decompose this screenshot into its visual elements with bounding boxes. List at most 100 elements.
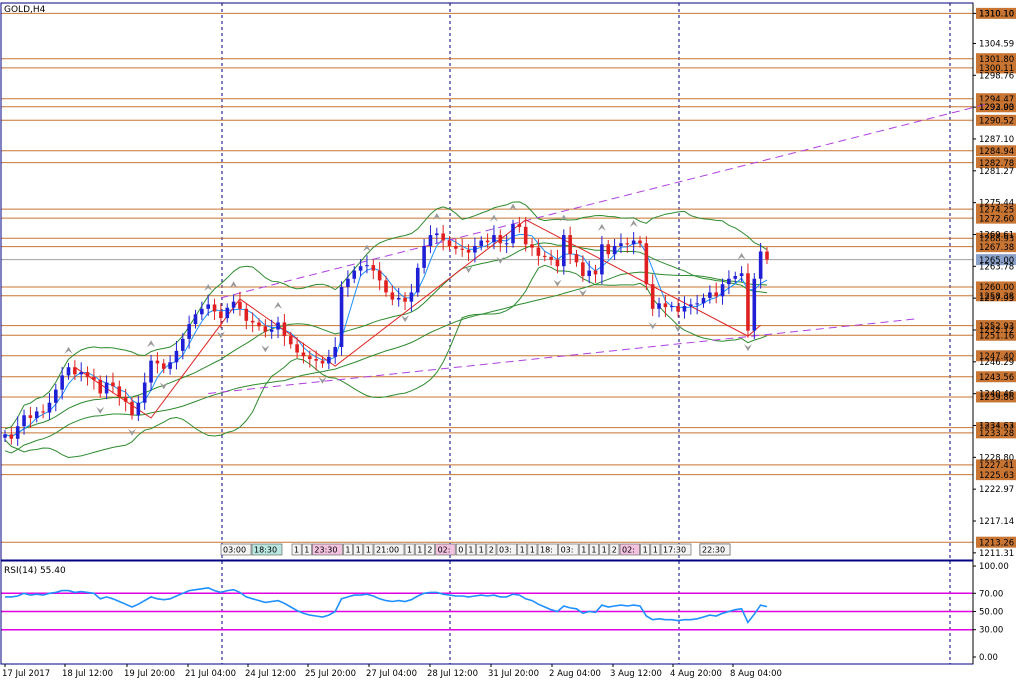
candle-body: [3, 434, 7, 438]
current-price-label: 1265.00: [979, 256, 1014, 266]
period-tag-bg: [660, 543, 692, 556]
price-level-label-bg: [976, 427, 1016, 439]
period-tag-label: 1: [345, 546, 350, 555]
period-tag-bg: [251, 543, 283, 556]
fractal-up-arrow: [229, 281, 238, 289]
candle-body: [396, 297, 401, 300]
rsi-axis-tick-label: 70.00: [979, 589, 1003, 599]
price-level-label: 1300.11: [979, 64, 1014, 74]
candle-body: [327, 356, 331, 364]
candle-body: [79, 372, 83, 375]
candle-body: [650, 284, 655, 309]
fractal-down-arrow: [401, 315, 410, 323]
period-tag-bg: [578, 543, 589, 556]
candle-body: [200, 308, 204, 315]
period-tag-label: 1: [479, 546, 484, 555]
fractal-up-arrow: [509, 203, 517, 211]
price-axis-tick-label: 1228.80: [979, 453, 1014, 463]
candle-body: [587, 270, 591, 277]
candle-body: [161, 363, 166, 369]
price-level-label-bg: [976, 53, 1016, 65]
candle-body: [269, 329, 274, 332]
fractal-up-arrow: [64, 346, 73, 354]
candle-body: [54, 389, 58, 403]
candle-body: [695, 303, 699, 305]
rsi-axis-tick-label: 30.00: [979, 626, 1003, 636]
price-level-label: 1290.52: [979, 116, 1014, 126]
period-tag-bg: [291, 543, 302, 556]
candle-body: [479, 240, 484, 247]
candle-body: [149, 360, 153, 383]
period-tag-label: 03:: [499, 546, 512, 555]
period-tag-label: 02:: [438, 546, 451, 555]
candle-body: [384, 280, 388, 293]
candle-body: [276, 322, 280, 330]
candle-body: [606, 244, 611, 255]
price-axis-tick-label: 1292.93: [979, 103, 1014, 113]
price-axis-tick-label: 1246.29: [979, 358, 1014, 368]
period-tag-bg: [699, 543, 731, 556]
candle-body: [409, 292, 414, 302]
candlestick-series: [3, 217, 769, 446]
candle-body: [219, 311, 223, 319]
time-axis-label: 8 Aug 04:00: [730, 669, 782, 679]
price-axis-tick-label: 1287.10: [979, 135, 1014, 145]
rsi-line: [5, 586, 768, 624]
price-level-label-bg: [976, 281, 1016, 293]
period-tag-bg: [363, 543, 374, 556]
candle-body: [549, 256, 553, 260]
time-axis-label: 3 Aug 12:00: [610, 669, 662, 679]
current-price-label-bg: [976, 254, 1016, 266]
candle-body: [136, 402, 141, 416]
price-level-label-bg: [976, 7, 1016, 19]
price-level-label-bg: [976, 329, 1016, 341]
candle-body: [422, 246, 426, 268]
candle-body: [739, 273, 744, 277]
candle-body: [562, 235, 566, 267]
rsi-axis-tick-label: 100.00: [979, 562, 1009, 572]
price-level-label-bg: [976, 232, 1016, 244]
period-tag-bg: [537, 543, 558, 556]
candle-body: [314, 359, 318, 361]
candle-body: [511, 224, 515, 244]
candle-body: [212, 304, 217, 312]
period-tag-bg: [589, 543, 599, 556]
rsi-axis-tick-label: 0.00: [979, 653, 998, 663]
period-tag-bg: [599, 543, 610, 556]
candle-body: [282, 322, 287, 337]
period-tag-label: 2: [489, 546, 494, 555]
fractal-down-arrow: [464, 266, 473, 274]
candle-body: [104, 382, 109, 394]
candle-body: [28, 415, 33, 419]
period-tag-bg: [425, 543, 435, 556]
price-axis-tick-label: 1222.97: [979, 485, 1014, 495]
period-tag-label: 1: [530, 546, 535, 555]
period-tag-bg: [301, 543, 312, 556]
period-tag-label: 22:30: [702, 546, 725, 555]
candle-body: [365, 265, 369, 267]
fractal-down-arrow: [96, 406, 105, 414]
period-tag-label: 2: [612, 546, 617, 555]
upper-channel-line: [220, 103, 988, 299]
candle-body: [454, 246, 458, 249]
period-tag-label: 1: [520, 546, 525, 555]
candle-body: [320, 360, 325, 364]
period-tag-bg: [619, 543, 640, 556]
candle-body: [644, 243, 649, 285]
candle-body: [657, 303, 661, 309]
price-level-label: 1247.40: [979, 352, 1014, 362]
fractal-down-arrow: [496, 256, 505, 264]
candle-body: [542, 255, 547, 257]
fractal-down-arrow: [159, 382, 168, 390]
candle-body: [295, 344, 299, 353]
period-tag-bg: [353, 543, 364, 556]
time-axis-label: 24 Jul 12:00: [245, 669, 296, 679]
candle-body: [98, 379, 103, 394]
candle-body: [415, 267, 420, 293]
fractal-down-arrow: [674, 325, 683, 333]
candle-body: [308, 356, 312, 360]
candle-body: [517, 224, 522, 227]
period-tag-bg: [373, 543, 405, 556]
